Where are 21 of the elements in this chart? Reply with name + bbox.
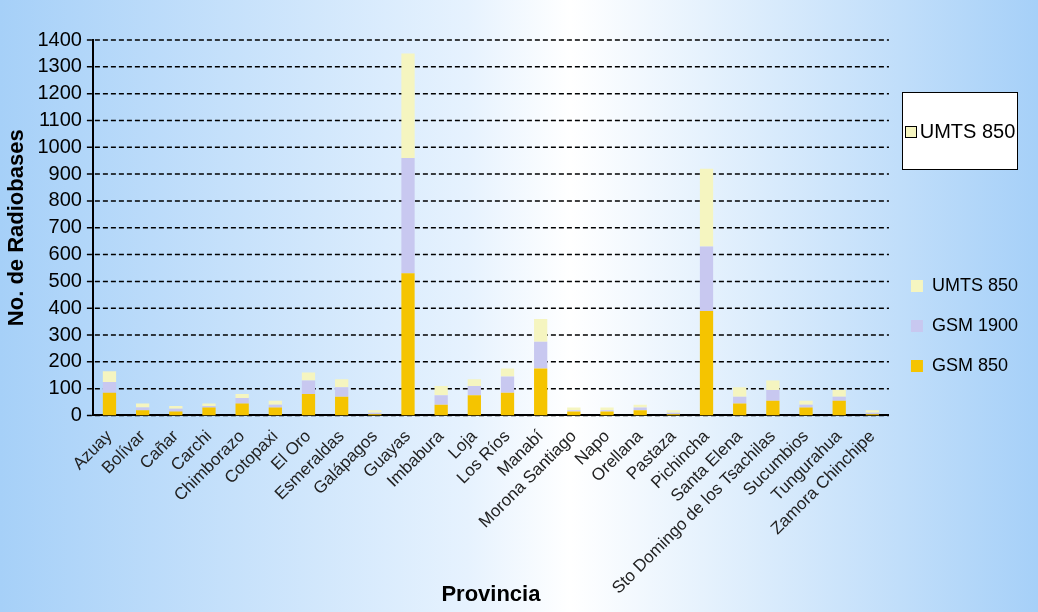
y-tick-label: 200	[48, 349, 82, 372]
y-tick-label: 800	[48, 188, 82, 211]
legend-label: GSM 1900	[931, 314, 1018, 335]
y-tick-label: 900	[48, 161, 82, 184]
y-tick-label: 1000	[37, 134, 82, 157]
y-tick-label: 100	[48, 376, 82, 399]
legend-label: UMTS 850	[931, 274, 1018, 295]
y-tick-label: 1400	[37, 27, 82, 50]
y-tick-label: 1300	[37, 54, 82, 77]
legend-label: GSM 850	[931, 354, 1008, 375]
y-axis-title: No. de Radiobases	[3, 129, 29, 327]
x-axis-title: Provincia	[441, 580, 542, 606]
y-tick-label: 1100	[38, 107, 82, 130]
y-tick-label: 700	[48, 215, 82, 238]
y-tick-label: 500	[48, 268, 82, 291]
y-tick-label: 600	[48, 242, 82, 265]
y-tick-label: 1200	[37, 81, 82, 104]
y-tick-label: 0	[70, 403, 82, 426]
y-tick-label: 400	[48, 295, 82, 318]
y-tick-label: 300	[48, 322, 82, 345]
text: UMTS 850	[919, 119, 1016, 142]
